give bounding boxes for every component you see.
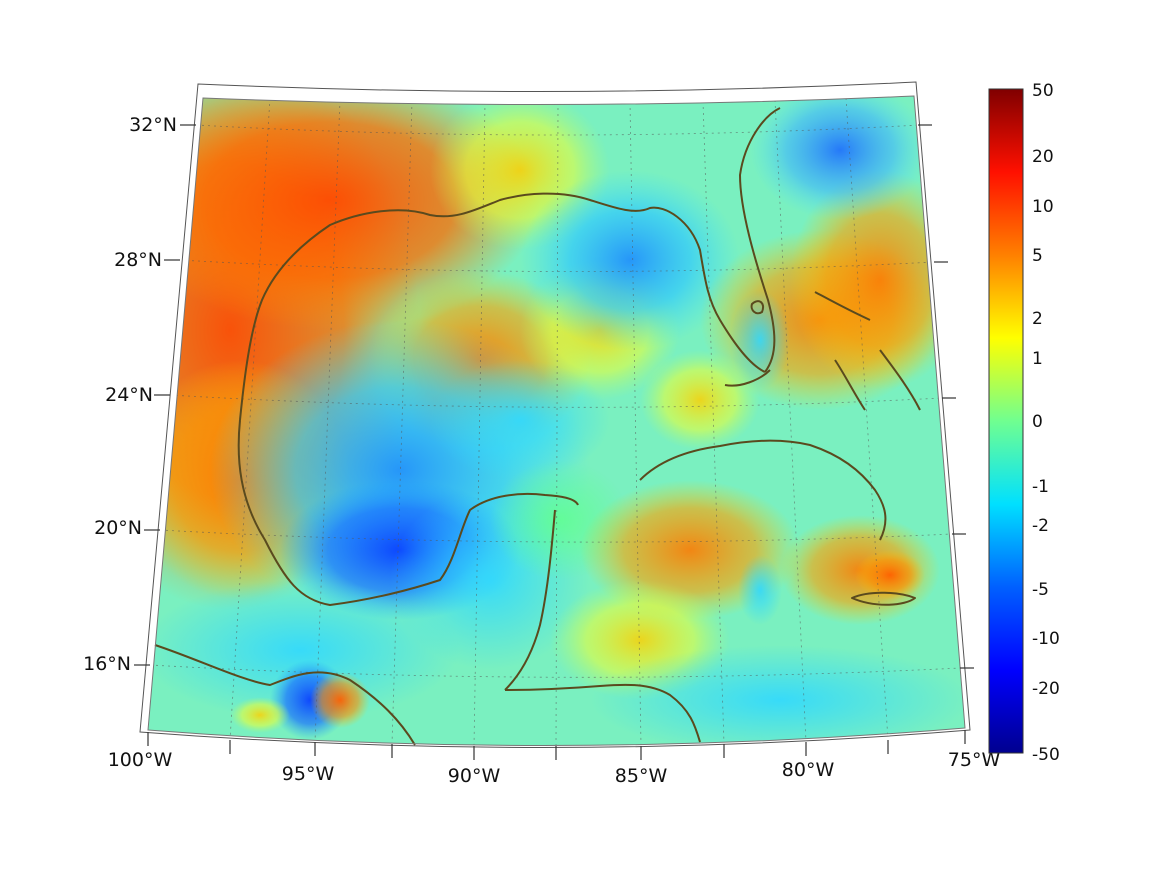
colorbar-tick-label: -10 [1032, 629, 1060, 649]
lat-label: 32°N [129, 114, 177, 136]
cuba [639, 439, 887, 541]
lon-label: 75°W [948, 749, 1001, 771]
bahamas-1 [814, 291, 871, 321]
colorbar-tick-label: 1 [1032, 349, 1043, 369]
lake-okeechobee [750, 300, 764, 315]
colorbar-scale [988, 88, 1024, 754]
frame-ticks [134, 124, 974, 760]
colorbar-tick-label: -50 [1032, 745, 1060, 765]
lon-label: 85°W [615, 765, 668, 787]
map-panel: 32°N 28°N 24°N 20°N 16°N 100°W 95°W 90°W… [83, 81, 1001, 787]
colorbar-tick-label: -1 [1032, 477, 1049, 497]
colorbar-tick-label: 50 [1032, 81, 1054, 101]
map-frame [139, 81, 971, 749]
colorbar-tick-label: 2 [1032, 309, 1043, 329]
lon-label: 80°W [782, 759, 835, 781]
colorbar-tick-label: 10 [1032, 197, 1054, 217]
mexico-coast [237, 419, 579, 606]
yucatan-east [504, 509, 556, 691]
colorbar-tick-label: 20 [1032, 147, 1054, 167]
data-field [148, 96, 965, 746]
longitude-labels: 100°W 95°W 90°W 85°W 80°W 75°W [108, 749, 1001, 787]
florida-east [739, 107, 781, 373]
lon-label: 100°W [108, 749, 173, 771]
lon-label: 90°W [448, 765, 501, 787]
keys [724, 369, 771, 387]
colorbar-tick-label: 0 [1032, 412, 1043, 432]
lat-label: 28°N [114, 249, 162, 271]
colorbar-tick-label: -2 [1032, 516, 1049, 536]
coastlines [154, 107, 921, 746]
jamaica [851, 591, 916, 606]
graticule [149, 97, 961, 746]
bahamas-3 [879, 349, 921, 411]
map-inner-frame [147, 95, 966, 747]
lat-label: 24°N [105, 384, 153, 406]
colorbar-labels: 50 20 10 5 2 1 0 -1 -2 -5 -10 -20 -50 [1032, 81, 1060, 765]
lon-label: 95°W [282, 763, 335, 785]
lat-label: 16°N [83, 653, 131, 675]
colorbar-tick-label: 5 [1032, 246, 1043, 266]
bahamas-2 [834, 359, 866, 411]
gulf-coast [239, 192, 766, 421]
latitude-labels: 32°N 28°N 24°N 20°N 16°N [83, 114, 177, 675]
central-america [154, 644, 416, 746]
colorbar-tick-label: -5 [1032, 580, 1049, 600]
colorbar-tick-label: -20 [1032, 679, 1060, 699]
lat-label: 20°N [94, 517, 142, 539]
colorbar: 50 20 10 5 2 1 0 -1 -2 -5 -10 -20 -50 [988, 81, 1060, 765]
honduras [504, 683, 701, 743]
